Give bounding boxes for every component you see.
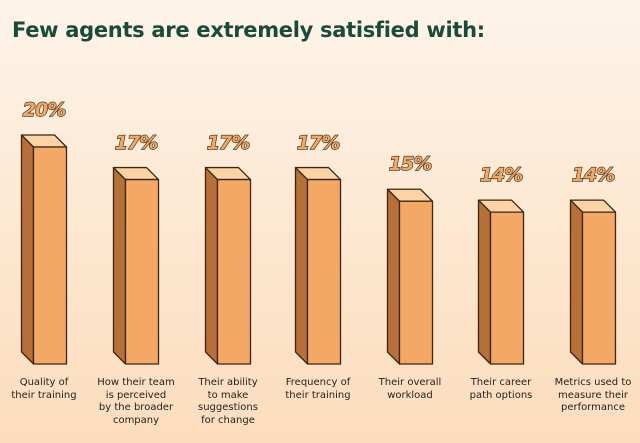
bar-side-face (20, 134, 35, 365)
bar-side-face (569, 199, 584, 365)
value-label: 17% (296, 131, 341, 154)
bar-4 (294, 166, 342, 365)
value-label: 17% (114, 131, 159, 154)
value-label: 14% (571, 163, 616, 187)
bar-7 (569, 199, 617, 365)
category-label: Quality of their training (11, 377, 77, 401)
bar-6 (477, 199, 525, 365)
category-label: Their ability to make suggestions for chang… (198, 377, 258, 426)
value-label: 14% (479, 163, 524, 187)
bar-side-face (294, 166, 309, 365)
bar-front-face (398, 200, 434, 365)
bar-3 (204, 166, 252, 365)
category-label: Their career path options (469, 377, 533, 401)
value-label: 20% (22, 98, 67, 121)
value-label: 17% (206, 131, 251, 154)
value-label: 15% (388, 153, 433, 176)
bar-2 (112, 166, 160, 365)
bar-side-face (112, 166, 127, 365)
bar-front-face (306, 178, 342, 365)
bar-front-face (124, 178, 160, 365)
bar-front-face (489, 211, 525, 365)
bar-front-face (32, 146, 68, 365)
bar-front-face (216, 178, 252, 365)
category-label: Their overall workload (378, 377, 442, 401)
category-label: Metrics used to measure their performance (554, 377, 632, 413)
chart-title: Few agents are extremely satisfied with: (12, 18, 485, 42)
bar-1 (20, 134, 68, 365)
bar-side-face (477, 199, 492, 365)
bar-side-face (204, 166, 219, 365)
category-label: Frequency of their training (285, 377, 351, 401)
bar-side-face (386, 188, 401, 365)
bar-5 (386, 188, 434, 365)
bar-front-face (581, 211, 617, 365)
category-label: How their team is perceived by the broader… (97, 377, 175, 426)
